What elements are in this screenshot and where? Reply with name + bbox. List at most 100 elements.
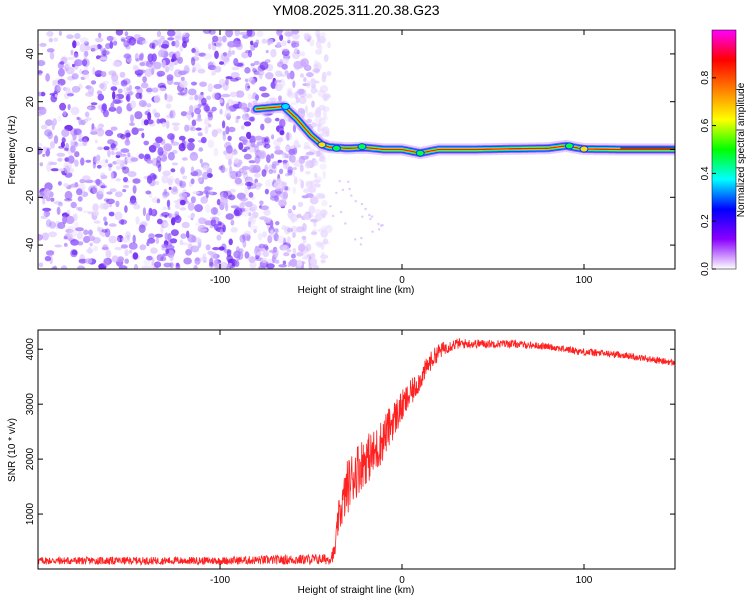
noise-blob: [62, 215, 67, 225]
noise-blob: [123, 85, 128, 93]
ridge-core: [255, 105, 675, 154]
noise-blob: [61, 265, 68, 269]
noise-blob: [185, 249, 193, 256]
noise-blob: [320, 259, 326, 264]
noise-blob: [218, 36, 223, 42]
noise-blob: [124, 249, 129, 257]
noise-blob: [143, 140, 149, 146]
noise-blob: [359, 243, 363, 246]
noise-blob: [273, 169, 277, 174]
noise-blob: [274, 259, 280, 264]
noise-blob: [52, 80, 59, 84]
noise-blob: [311, 83, 316, 89]
noise-blob: [156, 30, 162, 38]
noise-blob: [254, 145, 259, 153]
noise-blob: [306, 118, 313, 124]
noise-blob: [65, 62, 71, 69]
noise-blob: [90, 102, 98, 106]
noise-blob: [223, 56, 230, 62]
noise-blob: [133, 263, 139, 269]
y-tick-label: 40: [25, 48, 36, 60]
noise-blob: [227, 135, 232, 141]
noise-blob: [315, 107, 322, 114]
noise-blob: [182, 40, 187, 49]
noise-blob: [318, 156, 325, 162]
noise-blob: [322, 170, 326, 179]
noise-blob: [321, 199, 328, 207]
noise-blob: [235, 170, 242, 178]
noise-blob: [193, 169, 203, 177]
noise-blob: [308, 205, 316, 215]
noise-blob: [320, 128, 328, 132]
noise-blob: [63, 183, 69, 188]
noise-blob: [261, 92, 270, 98]
noise-blob: [259, 200, 264, 206]
noise-blob: [65, 87, 71, 95]
noise-blob: [167, 151, 175, 161]
noise-blob: [277, 61, 283, 67]
noise-blob: [248, 192, 254, 198]
noise-blob: [136, 73, 142, 78]
noise-blob: [313, 80, 319, 84]
noise-blob: [257, 232, 263, 241]
noise-blob: [207, 139, 215, 149]
noise-blob: [170, 229, 179, 237]
noise-blob: [194, 94, 199, 101]
noise-blob: [259, 247, 266, 252]
noise-blob: [166, 175, 176, 183]
noise-blob: [53, 135, 59, 144]
noise-blob: [124, 258, 129, 264]
noise-blob: [126, 93, 131, 102]
noise-blob: [265, 72, 274, 80]
noise-blob: [221, 167, 228, 173]
noise-blob: [243, 146, 251, 150]
noise-blob: [53, 265, 58, 269]
noise-blob: [325, 130, 330, 137]
noise-blob: [152, 174, 158, 180]
noise-blob: [162, 59, 166, 69]
noise-blob: [193, 264, 198, 269]
noise-blob: [168, 62, 174, 72]
noise-blob: [207, 250, 214, 256]
noise-blob: [173, 200, 181, 204]
noise-blob: [181, 139, 186, 148]
noise-blob: [217, 221, 222, 226]
noise-blob: [198, 147, 204, 152]
noise-blob: [91, 123, 95, 130]
noise-blob: [105, 43, 111, 50]
noise-blob: [109, 188, 117, 193]
noise-blob: [285, 132, 292, 141]
noise-blob: [296, 213, 302, 219]
noise-blob: [163, 262, 172, 268]
noise-blob: [106, 191, 113, 195]
noise-blob: [135, 58, 140, 62]
noise-blob: [38, 70, 43, 74]
noise-blob: [321, 194, 326, 199]
noise-blob: [313, 161, 319, 167]
noise-blob: [286, 236, 291, 245]
noise-blob: [289, 154, 296, 163]
noise-blob: [250, 40, 254, 46]
noise-blob: [216, 128, 223, 134]
noise-blob: [92, 67, 96, 75]
noise-blob: [46, 31, 54, 37]
noise-blob: [99, 57, 108, 61]
noise-blob: [53, 37, 59, 42]
noise-blob: [82, 59, 88, 65]
noise-blob: [238, 102, 248, 110]
noise-blob: [109, 40, 114, 49]
noise-blob: [73, 141, 79, 148]
noise-blob: [121, 166, 127, 170]
noise-blob: [54, 244, 63, 248]
noise-blob: [221, 120, 226, 129]
y-tick-label: 2000: [25, 448, 36, 471]
noise-blob: [274, 187, 284, 194]
noise-blob: [78, 207, 83, 212]
spectrogram-x-ticks: -100 0 100: [210, 30, 593, 286]
noise-blob: [273, 180, 282, 190]
noise-blob: [227, 259, 235, 263]
noise-blob: [222, 224, 226, 233]
noise-blob: [107, 139, 115, 145]
noise-blob: [297, 243, 306, 252]
noise-blob: [265, 245, 269, 251]
